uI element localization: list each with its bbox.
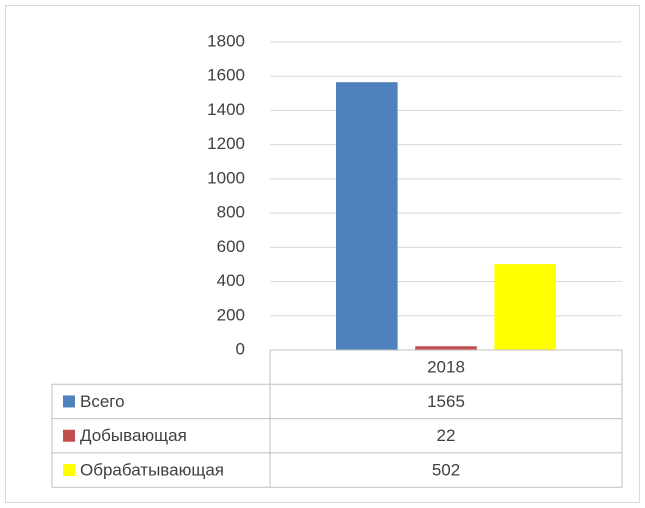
table-value: 1565 bbox=[427, 392, 465, 411]
x-tick-label: 2018 bbox=[427, 358, 465, 377]
y-tick-label: 1400 bbox=[207, 100, 245, 119]
y-tick-label: 1800 bbox=[207, 31, 245, 50]
y-tick-label: 400 bbox=[217, 271, 245, 290]
legend-label: Всего bbox=[80, 392, 125, 411]
legend-label: Добывающая bbox=[80, 426, 187, 445]
legend-key bbox=[63, 464, 75, 477]
legend-key bbox=[63, 429, 75, 442]
table-value: 22 bbox=[437, 426, 456, 445]
bar bbox=[336, 82, 398, 350]
y-tick-label: 1200 bbox=[207, 134, 245, 153]
table-value: 502 bbox=[432, 461, 460, 480]
y-tick-label: 200 bbox=[217, 305, 245, 324]
chart-border bbox=[5, 5, 640, 503]
bar bbox=[494, 264, 556, 350]
y-tick-label: 600 bbox=[217, 237, 245, 256]
legend-key bbox=[63, 395, 75, 408]
y-tick-label: 0 bbox=[236, 339, 245, 358]
y-tick-label: 1000 bbox=[207, 168, 245, 187]
y-tick-label: 1600 bbox=[207, 66, 245, 85]
bar bbox=[415, 346, 477, 350]
y-tick-label: 800 bbox=[217, 203, 245, 222]
legend-label: Обрабатывающая bbox=[80, 461, 224, 480]
